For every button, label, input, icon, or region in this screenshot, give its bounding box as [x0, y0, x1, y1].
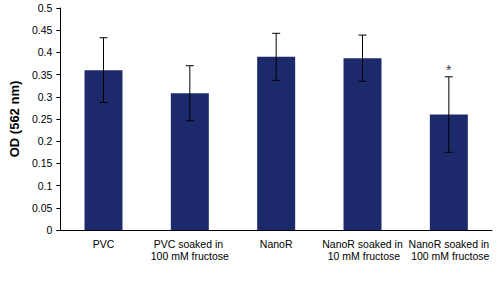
- svg-text:OD (562 nm): OD (562 nm): [7, 81, 22, 158]
- svg-text:0.25: 0.25: [32, 113, 53, 125]
- svg-text:NanoR soaked in: NanoR soaked in: [409, 238, 490, 250]
- svg-text:0.1: 0.1: [38, 180, 53, 192]
- svg-text:PVC: PVC: [93, 238, 115, 250]
- svg-text:NanoR: NanoR: [260, 238, 293, 250]
- svg-text:0.15: 0.15: [32, 157, 53, 169]
- svg-text:0.05: 0.05: [32, 202, 53, 214]
- svg-text:100 mM fructose: 100 mM fructose: [408, 250, 489, 262]
- svg-text:0.3: 0.3: [38, 91, 53, 103]
- svg-text:0: 0: [46, 224, 52, 236]
- svg-text:0.5: 0.5: [38, 2, 53, 14]
- svg-text:0.35: 0.35: [32, 69, 53, 81]
- svg-text:PVC soaked in: PVC soaked in: [154, 238, 226, 250]
- svg-text:100 mM fructose: 100 mM fructose: [151, 250, 229, 262]
- svg-text:NanoR soaked in: NanoR soaked in: [322, 238, 403, 250]
- svg-text:*: *: [446, 62, 452, 78]
- svg-text:0.4: 0.4: [38, 46, 53, 58]
- svg-text:0.2: 0.2: [38, 135, 53, 147]
- svg-text:10 mM fructose: 10 mM fructose: [325, 250, 400, 262]
- svg-text:0.45: 0.45: [32, 24, 53, 36]
